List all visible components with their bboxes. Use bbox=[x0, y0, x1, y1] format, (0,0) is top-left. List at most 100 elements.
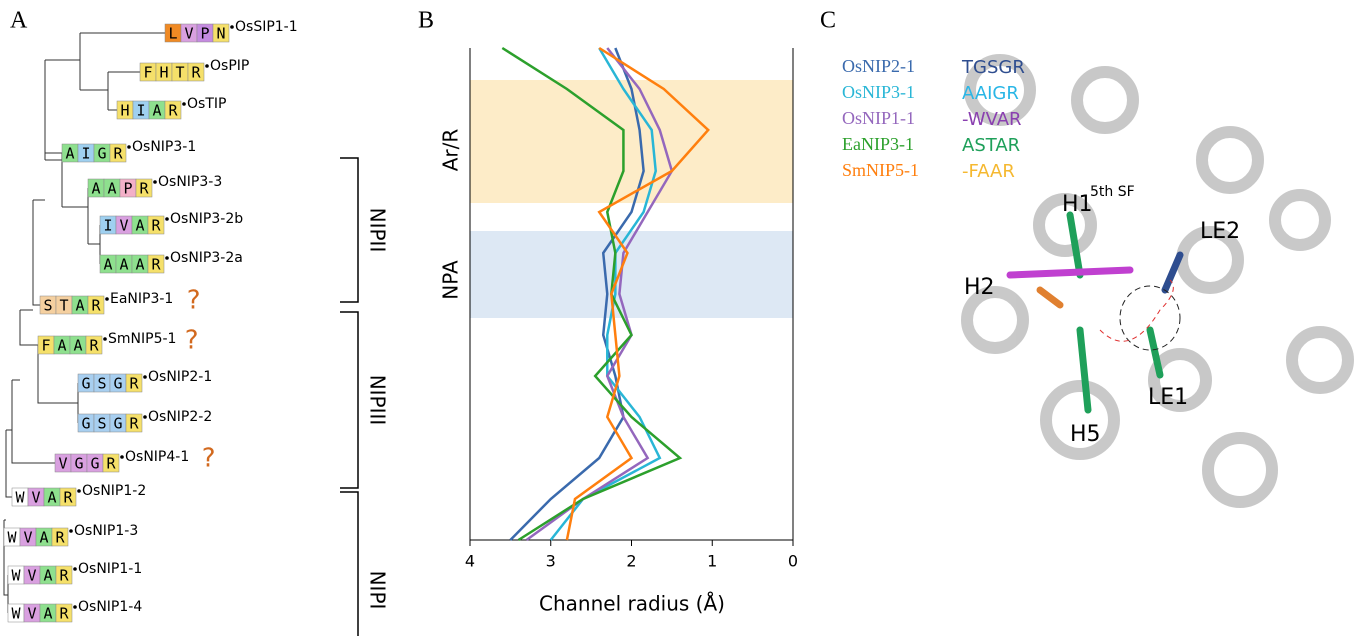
leaf-dot bbox=[230, 25, 234, 29]
leaf-label: EaNIP3-1 bbox=[110, 291, 173, 307]
legend-name: OsNIP3-1 bbox=[842, 82, 915, 102]
leaf-dot bbox=[77, 489, 81, 493]
motif-letter: A bbox=[75, 297, 84, 315]
legend-name: EaNIP3-1 bbox=[842, 134, 914, 154]
motif-letter: A bbox=[119, 256, 128, 274]
leaf-label: SmNIP5-1 bbox=[108, 331, 176, 347]
motif-letter: A bbox=[91, 180, 100, 198]
leaf-dot bbox=[165, 256, 169, 260]
motif-letter: A bbox=[47, 489, 56, 507]
leaf-dot bbox=[103, 337, 107, 341]
leaf-label: OsNIP2-2 bbox=[148, 409, 212, 425]
leaf-dot bbox=[127, 145, 131, 149]
leaf-dot bbox=[105, 297, 109, 301]
leaf-dot bbox=[153, 180, 157, 184]
leaf-label: OsNIP4-1 bbox=[125, 449, 189, 465]
motif-cell bbox=[109, 143, 127, 163]
motif-letter: R bbox=[91, 297, 101, 315]
helix-label: H5 bbox=[1070, 422, 1101, 447]
series-line bbox=[565, 46, 710, 541]
series-line bbox=[509, 47, 645, 541]
leaf-label: OsSIP1-1 bbox=[235, 19, 298, 35]
motif-letter: R bbox=[89, 337, 99, 355]
leaf-label: OsNIP1-4 bbox=[78, 599, 142, 615]
question-mark: ? bbox=[202, 444, 216, 474]
motif-cell bbox=[55, 565, 73, 585]
group-label: NIPIII bbox=[366, 375, 390, 426]
group-label: NIPII bbox=[366, 208, 390, 253]
band bbox=[470, 80, 793, 203]
motif-letter: R bbox=[113, 145, 123, 163]
motif-letter: P bbox=[123, 180, 132, 198]
x-tick-label: 1 bbox=[707, 552, 717, 571]
motif-letter: A bbox=[57, 337, 66, 355]
motif-letter: V bbox=[31, 489, 40, 507]
question-mark: ? bbox=[185, 326, 199, 356]
motif-letter: G bbox=[113, 415, 122, 433]
motif-letter: A bbox=[103, 256, 112, 274]
motif-letter: V bbox=[23, 529, 32, 547]
x-tick-label: 2 bbox=[626, 552, 636, 571]
motif-cell bbox=[125, 373, 143, 393]
helices bbox=[961, 54, 1354, 508]
motif-letter: R bbox=[129, 415, 139, 433]
leaf-label: OsNIP3-2b bbox=[170, 211, 243, 227]
residues bbox=[1006, 211, 1184, 414]
motif-letter: S bbox=[97, 415, 106, 433]
legend-name: OsNIP2-1 bbox=[842, 56, 915, 76]
legend-name: SmNIP5-1 bbox=[842, 160, 919, 180]
motif-letter: W bbox=[11, 567, 21, 585]
motif-letter: A bbox=[73, 337, 82, 355]
motif-letter: R bbox=[59, 567, 69, 585]
helix-label: H1 bbox=[1062, 192, 1093, 217]
motif-letter: T bbox=[175, 64, 184, 82]
motif-letter: T bbox=[59, 297, 68, 315]
motif-letter: R bbox=[139, 180, 149, 198]
motif-letter: I bbox=[81, 145, 90, 163]
motif-letter: W bbox=[11, 605, 21, 623]
x-tick-label: 0 bbox=[788, 552, 798, 571]
legend-motif: -FAAR bbox=[962, 161, 1015, 182]
motif-letter: G bbox=[74, 455, 83, 473]
motif-cell bbox=[85, 335, 103, 355]
motif-cell bbox=[212, 23, 230, 43]
leaf-dot bbox=[182, 102, 186, 106]
leaf-label: OsNIP2-1 bbox=[148, 369, 212, 385]
x-tick-label: 3 bbox=[546, 552, 556, 571]
panel-label: A bbox=[10, 8, 28, 34]
motif-letter: R bbox=[106, 455, 116, 473]
motif-letter: A bbox=[43, 567, 52, 585]
motif-letter: V bbox=[27, 567, 36, 585]
motif-letter: S bbox=[43, 297, 52, 315]
motif-letter: W bbox=[7, 529, 17, 547]
leaf-dot bbox=[73, 605, 77, 609]
motif-letter: N bbox=[216, 25, 225, 43]
motif-cell bbox=[59, 487, 77, 507]
motif-letter: P bbox=[200, 25, 209, 43]
legend-name: OsNIP1-1 bbox=[842, 108, 915, 128]
motif-letter: W bbox=[15, 489, 25, 507]
leaf-label: OsNIP3-2a bbox=[170, 250, 243, 266]
motif-letter: V bbox=[58, 455, 67, 473]
motif-letter: R bbox=[191, 64, 201, 82]
motif-cell bbox=[87, 295, 105, 315]
band-label: Ar/R bbox=[439, 129, 463, 172]
motif-letter: R bbox=[168, 102, 178, 120]
helix-label: H2 bbox=[964, 275, 995, 300]
motif-cell bbox=[164, 100, 182, 120]
hbond bbox=[1099, 279, 1174, 342]
group-label: NIPI bbox=[366, 571, 390, 610]
motif-letter: R bbox=[63, 489, 73, 507]
leaf-dot bbox=[165, 217, 169, 221]
series-line bbox=[549, 47, 662, 541]
motif-letter: V bbox=[184, 25, 193, 43]
leaf-label: OsNIP1-2 bbox=[82, 483, 146, 499]
motif-letter: A bbox=[39, 529, 48, 547]
motif-letter: A bbox=[135, 256, 144, 274]
motif-letter: G bbox=[97, 145, 106, 163]
helix-label: LE2 bbox=[1200, 219, 1240, 244]
motif-letter: R bbox=[151, 217, 161, 235]
motif-letter: A bbox=[107, 180, 116, 198]
leaf-dot bbox=[143, 375, 147, 379]
legend-motif: AAIGR bbox=[962, 83, 1019, 104]
